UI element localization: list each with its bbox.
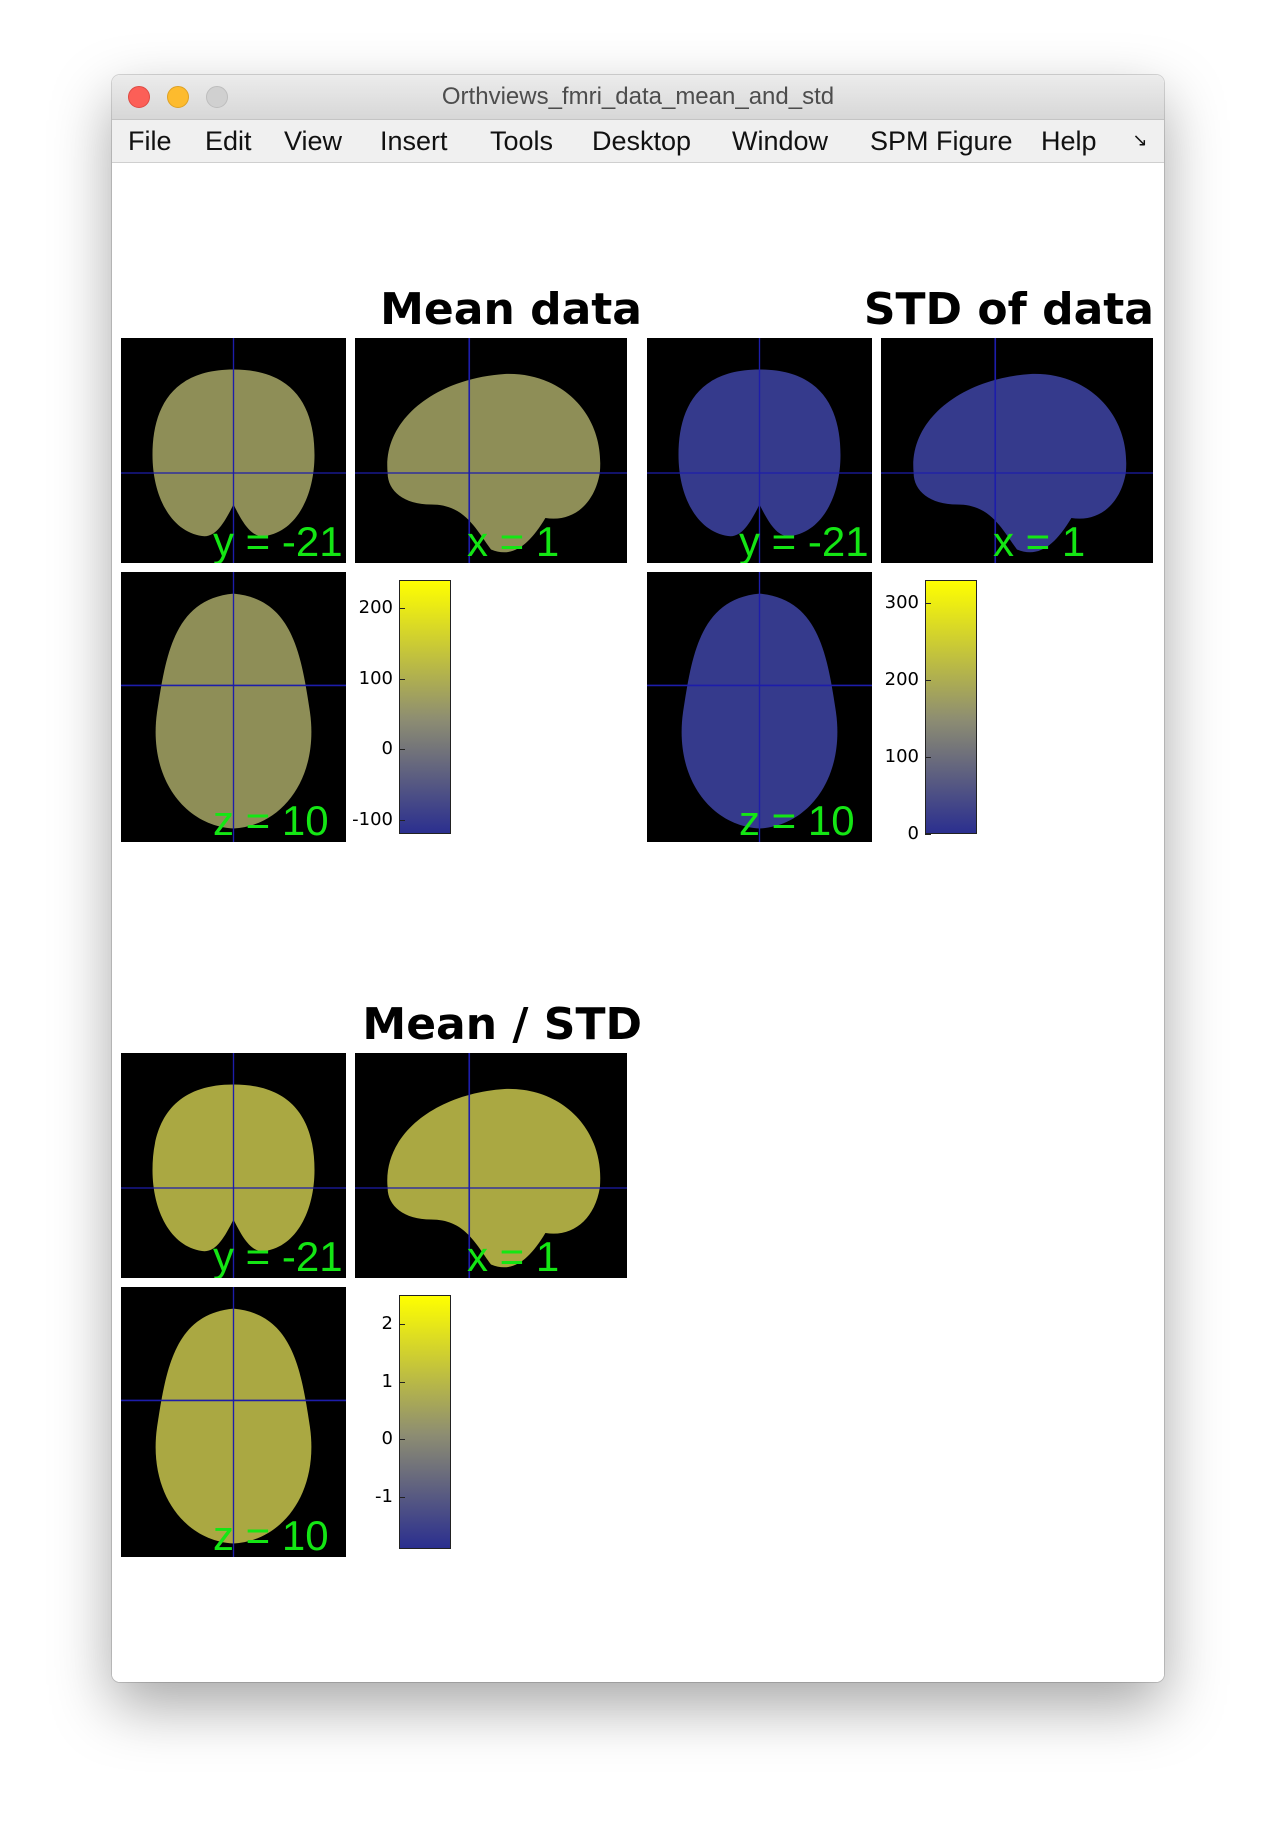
colorbar-tick-label: 100 [884,746,919,768]
menu-edit[interactable]: Edit [205,126,252,156]
colorbar-tick-mark [925,680,931,682]
colorbar-tick-label: 0 [381,1428,393,1450]
coordinate-label: y = -21 [213,1233,343,1278]
coordinate-label: z = 10 [213,1512,329,1557]
panel-title: STD of data [863,284,1154,335]
menu-desktop[interactable]: Desktop [592,126,692,156]
colorbar-tick-mark [399,1497,405,1499]
colorbar-tick-label: 200 [884,669,919,691]
coronal-view[interactable]: y = -21 [121,1053,346,1278]
colorbar-tick-label: 0 [381,738,393,760]
figure-window: Orthviews_fmri_data_mean_and_std File Ed… [112,75,1164,1682]
colorbar-tick-mark [399,1439,405,1441]
title-bar[interactable]: Orthviews_fmri_data_mean_and_std [112,75,1164,120]
colorbar-tick-label: 0 [907,823,919,844]
menu-view[interactable]: View [284,126,343,156]
colorbar-tick-mark [925,603,931,605]
menu-bar: File Edit View Insert Tools Desktop Wind… [112,120,1164,163]
colorbar-tick-mark [399,678,405,680]
axial-view[interactable]: z = 10 [121,572,346,842]
sagittal-view[interactable]: x = 1 [355,1053,627,1278]
colorbar-tick-mark [399,749,405,751]
colorbar-tick-mark [399,1323,405,1325]
menu-spm-figure[interactable]: SPM Figure [870,126,1013,156]
colorbar-tick-mark [925,834,931,835]
colorbar [399,1295,451,1549]
menu-help[interactable]: Help [1041,126,1097,156]
coordinate-label: x = 1 [467,1233,560,1278]
colorbar-tick-mark [399,819,405,821]
coordinate-label: z = 10 [213,797,329,842]
colorbar-tick-label: 2 [381,1312,393,1334]
axial-view[interactable]: z = 10 [647,572,872,842]
panel-title: Mean / STD [362,999,642,1050]
colorbar-tick-mark [399,1381,405,1383]
sagittal-view[interactable]: x = 1 [355,338,627,563]
menu-insert[interactable]: Insert [380,126,448,156]
colorbar [399,580,451,834]
colorbar-tick-label: -100 [352,808,393,830]
close-window-button[interactable] [128,86,150,108]
coordinate-label: x = 1 [993,518,1086,563]
menu-tools[interactable]: Tools [490,126,554,156]
coronal-view[interactable]: y = -21 [647,338,872,563]
menu-file[interactable]: File [128,126,172,156]
zoom-window-button[interactable] [206,86,228,108]
panel-title: Mean data [380,284,642,335]
menu-window[interactable]: Window [732,126,829,156]
colorbar-tick-label: 300 [884,592,919,614]
coordinate-label: x = 1 [467,518,560,563]
dock-arrow-icon[interactable]: ↘ [1132,130,1148,151]
coordinate-label: y = -21 [739,518,869,563]
colorbar-tick-label: -1 [375,1486,393,1508]
axial-view[interactable]: z = 10 [121,1287,346,1557]
coronal-view[interactable]: y = -21 [121,338,346,563]
coordinate-label: z = 10 [739,797,855,842]
colorbar-tick-label: 200 [358,597,393,619]
coordinate-label: y = -21 [213,518,343,563]
colorbar [925,580,977,834]
window-title: Orthviews_fmri_data_mean_and_std [441,83,835,110]
colorbar-tick-label: 1 [381,1370,393,1392]
sagittal-view[interactable]: x = 1 [881,338,1153,563]
colorbar-tick-mark [399,608,405,610]
colorbar-tick-mark [925,757,931,759]
colorbar-tick-label: 100 [358,667,393,689]
minimize-window-button[interactable] [167,86,189,108]
